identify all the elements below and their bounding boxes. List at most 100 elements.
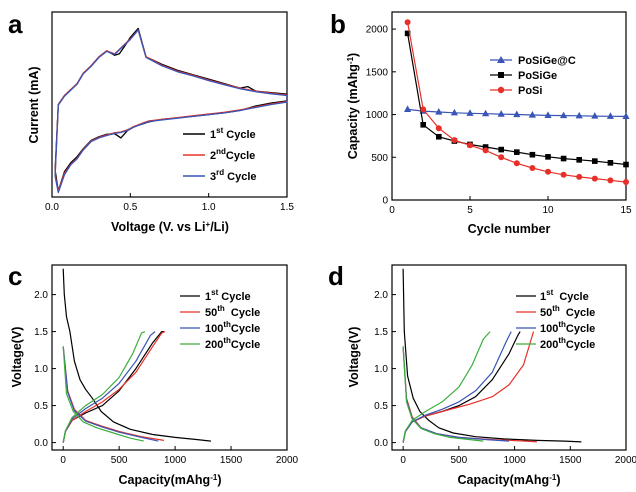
c-x-tick-1-label: 500 <box>111 455 128 466</box>
a-cv-curve-1 <box>54 27 288 192</box>
series-b <box>404 19 630 186</box>
b-x-tick-3-label: 15 <box>620 205 632 216</box>
legend-a-2-sup: nd <box>216 147 226 156</box>
legend-entry-d-1: 1st Cycle <box>540 288 589 303</box>
legend-entry-a-2: 2ndCycle <box>210 147 255 162</box>
a-x-tick-1-label: 0.5 <box>123 202 137 213</box>
panel-c: c 0 500 1000 1500 2000 0.0 0.5 1.0 1.5 2.0 Voltag… <box>8 261 299 487</box>
legend-a: 1st Cycle 2ndCycle 3rd Cycle <box>183 126 257 183</box>
plot-frame-b <box>391 11 627 201</box>
d-y-tick-1-label: 0.5 <box>374 401 388 412</box>
d-discharge-curve-4 <box>402 346 484 442</box>
b-point-3-4 <box>451 137 458 144</box>
y-axis-label-b: Capacity (mAhg-1) <box>346 53 361 159</box>
legend-a-2-word: Cycle <box>226 150 255 162</box>
c-discharge-curve-3 <box>62 346 159 442</box>
b-point-3-7 <box>498 154 505 161</box>
d-y-tick-4-label: 2.0 <box>374 290 388 301</box>
b-x-tick-2-label: 10 <box>542 205 554 216</box>
b-y-tick-1-label: 500 <box>371 153 388 164</box>
x-axis-label-c-part1: Capacity(mAhg <box>119 473 211 487</box>
ticks-b: 0 5 10 15 0 500 1000 1500 2000 <box>366 25 632 216</box>
legend-c-2-word: Cycle <box>225 307 260 319</box>
a-x-tick-0-label: 0.0 <box>45 202 59 213</box>
legend-d-4-num: 200 <box>540 339 558 351</box>
legend-d-1-sup: st <box>546 288 553 297</box>
c-x-tick-2-label: 1000 <box>164 455 187 466</box>
x-axis-label-a-part1: Voltage (V. vs Li <box>111 220 205 234</box>
b-y-tick-0-label: 0 <box>382 196 388 207</box>
legend-c-1-num: 1 <box>205 291 211 303</box>
legend-d-2-num: 50 <box>540 307 552 319</box>
legend-d-2-sup: th <box>552 304 560 313</box>
legend-c-3-num: 100 <box>205 323 223 335</box>
d-x-tick-4-label: 2000 <box>615 455 636 466</box>
legend-a-3-num: 3 <box>210 171 216 183</box>
legend-entry-b-1: PoSiGe@C <box>518 55 576 67</box>
a-cv-curve-2 <box>54 29 288 192</box>
legend-entry-d-2: 50th Cycle <box>540 304 595 319</box>
b-point-2-14 <box>607 160 614 166</box>
panel-label-a: a <box>8 9 23 39</box>
c-x-tick-4-label: 2000 <box>276 455 299 466</box>
plot-frame-a <box>51 11 288 198</box>
x-axis-label-a: Voltage (V. vs Li+/Li) <box>111 220 229 235</box>
legend-d-2-word: Cycle <box>560 307 595 319</box>
legend-marker-b-2 <box>498 72 504 78</box>
series-d <box>402 268 582 443</box>
x-axis-label-c-part2: ) <box>217 473 221 487</box>
panel-label-c: c <box>8 261 22 291</box>
d-charge-curve-4 <box>402 331 491 443</box>
d-x-tick-2-label: 1000 <box>503 455 526 466</box>
b-point-3-9 <box>529 164 536 171</box>
b-point-1-3 <box>435 107 443 115</box>
b-point-3-3 <box>435 125 442 132</box>
b-y-tick-3-label: 1500 <box>366 67 389 78</box>
b-point-3-5 <box>467 142 473 149</box>
c-x-tick-0-label: 0 <box>60 455 66 466</box>
ticks-c: 0 500 1000 1500 2000 0.0 0.5 1.0 1.5 2.0 <box>34 290 298 466</box>
panel-label-d: d <box>328 261 344 291</box>
legend-c-1-sup: st <box>211 288 218 297</box>
series-a <box>54 27 288 194</box>
b-point-2-2 <box>420 122 426 128</box>
x-axis-label-a-sup: + <box>206 220 211 229</box>
series-c <box>62 268 211 443</box>
b-point-1-8 <box>513 110 521 118</box>
legend-a-1-word: Cycle <box>223 129 255 141</box>
b-point-3-13 <box>591 175 598 182</box>
legend-marker-b-1 <box>497 56 505 63</box>
d-y-tick-2-label: 1.0 <box>374 364 388 375</box>
legend-entry-c-2: 50th Cycle <box>205 304 260 319</box>
x-axis-label-d-part1: Capacity(mAhg <box>458 473 550 487</box>
legend-a-2-num: 2 <box>210 150 216 162</box>
d-x-tick-1-label: 500 <box>451 455 468 466</box>
y-axis-label-d: Voltage(V) <box>347 327 361 388</box>
legend-entry-c-3: 100thCycle <box>205 320 260 335</box>
panel-a: a 0.0 0.5 1.0 1.5 Current (mA) Voltage (V. … <box>8 9 294 234</box>
b-point-1-7 <box>497 110 505 117</box>
b-point-2-13 <box>592 158 598 164</box>
b-point-1-15 <box>622 112 630 120</box>
x-ticks-a: 0.0 0.5 1.0 1.5 <box>45 193 294 213</box>
legend-entry-c-4: 200thCycle <box>205 336 260 351</box>
b-point-3-12 <box>576 173 583 180</box>
d-x-tick-0-label: 0 <box>400 455 406 466</box>
legend-entry-b-3: PoSi <box>518 85 542 97</box>
d-y-tick-0-label: 0.0 <box>374 438 388 449</box>
legend-a-3-sup: rd <box>216 168 224 177</box>
x-axis-label-d-sup: -1 <box>549 473 557 482</box>
b-point-1-12 <box>575 111 583 119</box>
legend-entry-d-3: 100thCycle <box>540 320 595 335</box>
x-axis-label-c: Capacity(mAhg-1) <box>119 473 222 488</box>
d-x-tick-3-label: 1500 <box>559 455 582 466</box>
b-point-3-11 <box>560 171 567 178</box>
c-charge-curve-1 <box>62 331 164 443</box>
legend-d-3-num: 100 <box>540 323 558 335</box>
legend-d-3-word: Cycle <box>566 323 595 335</box>
b-x-tick-0-label: 0 <box>389 205 395 216</box>
b-point-1-1 <box>404 105 412 113</box>
y-axis-label-b-sup: -1 <box>346 56 355 64</box>
b-point-2-15 <box>623 161 629 168</box>
